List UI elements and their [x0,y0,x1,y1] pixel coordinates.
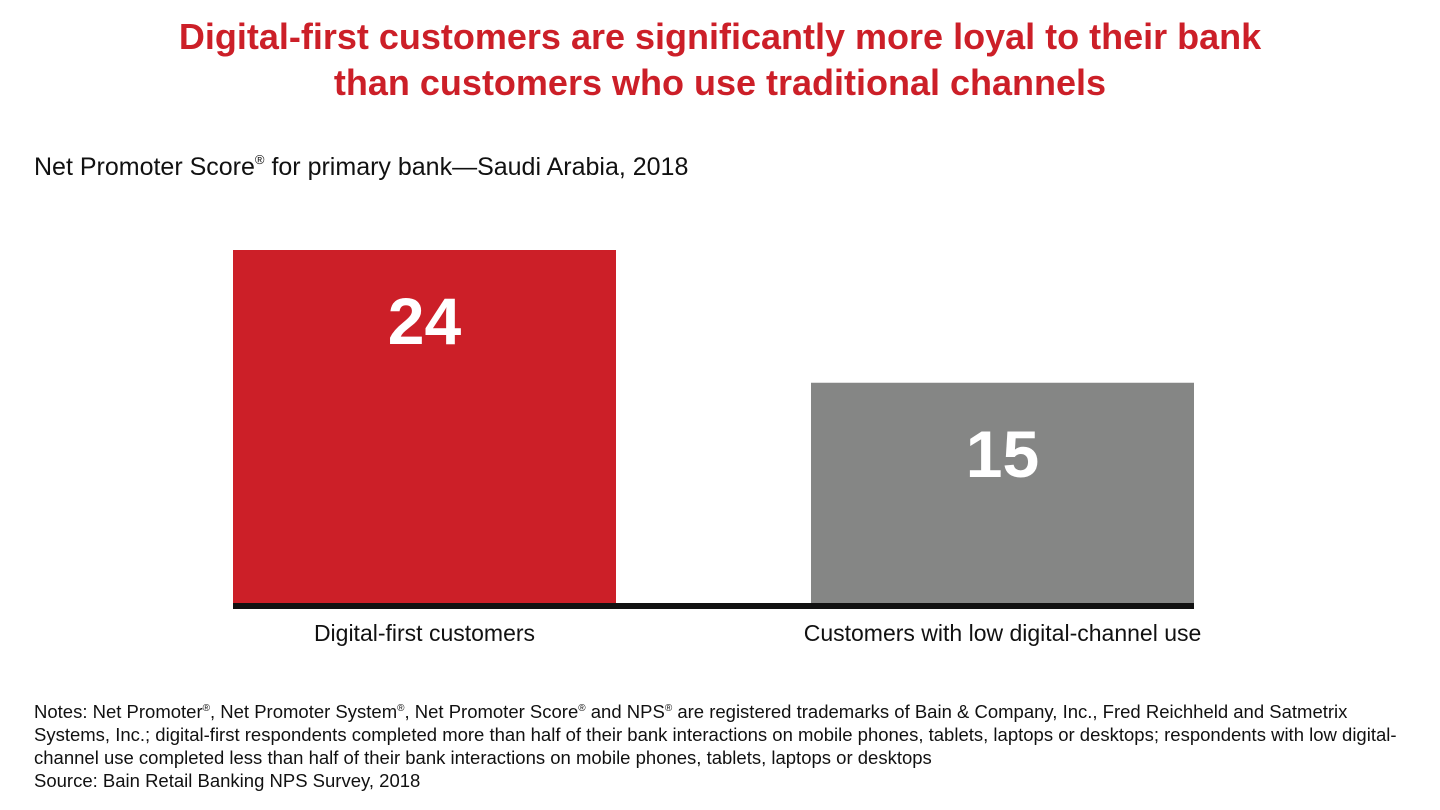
category-label-2: Customers with low digital-channel use [804,620,1202,646]
chart-subtitle: Net Promoter Score® for primary bank—Sau… [34,152,688,182]
bar-value-label-1: 24 [388,284,462,358]
subtitle-text-rest: for primary bank—Saudi Arabia, 2018 [264,153,689,181]
notes-part: and NPS [585,701,665,722]
registered-mark: ® [202,703,210,714]
bar-value-label-2: 15 [966,417,1039,491]
notes-text: Notes: Net Promoter®, Net Promoter Syste… [34,700,1414,769]
x-axis-baseline [233,603,1194,609]
registered-mark: ® [397,703,405,714]
notes-part: , Net Promoter System [210,701,398,722]
registered-mark: ® [578,703,586,714]
registered-mark: ® [254,152,265,167]
registered-mark: ® [664,703,673,714]
bar-1 [233,250,616,604]
title-line-2: than customers who use traditional chann… [333,62,1107,103]
notes-part: Notes: Net Promoter [34,701,203,722]
bar-2 [811,382,1194,604]
chart-title: Digital-first customers are significantl… [0,14,1440,106]
subtitle-text: Net Promoter Score [34,153,255,181]
notes-part: , Net Promoter Score [404,701,579,722]
notes-block: Notes: Net Promoter®, Net Promoter Syste… [34,700,1414,792]
notes-part: are registered trademarks of Bain & Comp… [34,701,1397,768]
category-label-1: Digital-first customers [314,620,535,646]
source-text: Source: Bain Retail Banking NPS Survey, … [34,770,421,791]
title-line-1: Digital-first customers are significantl… [178,16,1262,57]
